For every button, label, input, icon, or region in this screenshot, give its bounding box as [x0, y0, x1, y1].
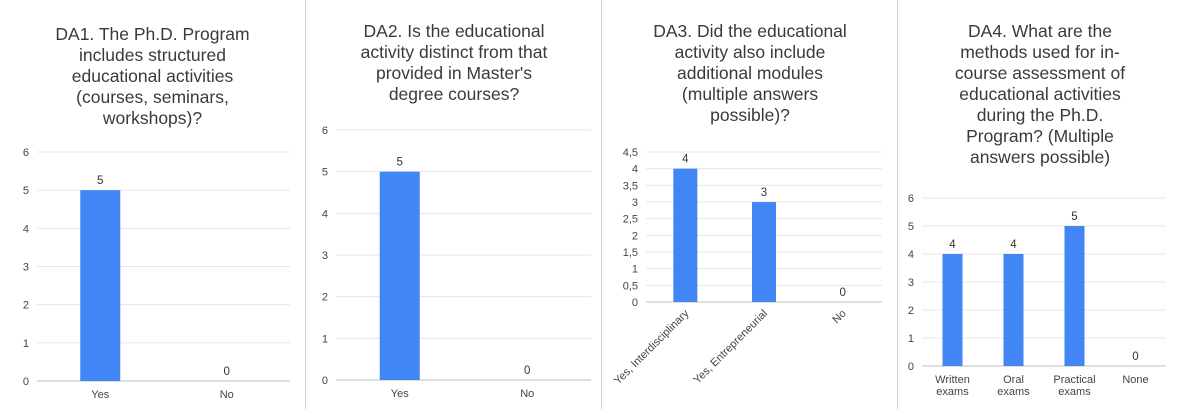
chart-title-line: course assessment of	[954, 63, 1126, 83]
chart-title-line: Program? (Multiple	[966, 126, 1114, 146]
chart-panel-da4: DA4. What are the methods used for in- c…	[897, 0, 1181, 409]
chart-title-line: additional modules	[677, 63, 823, 83]
chart-title-line: provided in Master's	[375, 63, 533, 83]
y-tick-label: 4	[908, 249, 914, 261]
data-label: 0	[224, 366, 230, 378]
y-tick-label: 1,5	[623, 247, 638, 259]
data-label: 4	[1010, 239, 1017, 251]
chart-title-line: includes structured	[79, 45, 226, 65]
y-tick-label: 2	[23, 300, 29, 312]
x-tick-label: Written	[935, 374, 970, 386]
data-label: 0	[1132, 351, 1138, 363]
chart-panel-da2: DA2. Is the educational activity distinc…	[305, 0, 602, 409]
bar	[379, 171, 420, 380]
y-tick-label: 1	[23, 338, 29, 350]
chart-title-line: educational activities	[71, 66, 234, 86]
chart-title: DA1. The Ph.D. Program includes structur…	[0, 24, 305, 129]
y-tick-label: 5	[23, 185, 29, 197]
chart-title-line: DA2. Is the educational	[363, 21, 545, 41]
y-tick-label: 0,5	[623, 280, 638, 292]
y-tick-label: 1	[322, 333, 328, 345]
bar-chart-da4: 01234564Writtenexams4Oralexams5Practical…	[908, 193, 1166, 398]
chart-title-line: workshops)?	[102, 108, 203, 128]
data-label: 3	[761, 187, 767, 199]
chart-title-line: during the Ph.D.	[976, 105, 1104, 125]
x-tick-label: No	[220, 389, 234, 401]
y-tick-label: 5	[322, 167, 328, 179]
chart-title: DA2. Is the educational activity distinc…	[306, 21, 602, 105]
chart-panel-da1: DA1. The Ph.D. Program includes structur…	[0, 0, 305, 409]
chart-title-line: DA3. Did the educational	[653, 21, 847, 41]
data-label: 5	[1071, 211, 1077, 223]
y-tick-label: 1	[908, 333, 914, 345]
chart-title-line: methods used for in-	[960, 42, 1120, 62]
x-tick-label: exams	[1058, 386, 1091, 398]
y-tick-label: 6	[322, 125, 328, 137]
y-tick-label: 0	[908, 361, 914, 373]
y-tick-label: 3	[908, 277, 914, 289]
x-tick-label: exams	[997, 386, 1030, 398]
y-tick-label: 2,5	[623, 214, 638, 226]
data-label: 4	[949, 239, 956, 251]
bar-chart-da1: 0 1 2 3 4 5 6 5 Yes 0 No	[23, 147, 290, 401]
chart-title-line: activity distinct from that	[360, 42, 548, 62]
y-tick-label: 2	[908, 305, 914, 317]
bar-chart-da3: 0 0,5 1 1,5 2 2,5 3 3,5 4 4,5 4 Yes, Interdisciplin…	[612, 147, 882, 387]
x-tick-label: None	[1122, 374, 1148, 386]
y-tick-label: 4	[632, 164, 638, 176]
x-tick-label: Yes	[91, 389, 109, 401]
chart-title-line: (multiple answers	[681, 84, 819, 104]
chart-title: DA3. Did the educational activity also i…	[602, 21, 898, 126]
x-tick-label: exams	[936, 386, 969, 398]
bar	[1064, 226, 1085, 366]
data-label: 0	[839, 287, 845, 299]
x-tick-label: Practical	[1053, 374, 1095, 386]
chart-title-line: educational activities	[959, 84, 1121, 104]
chart-title: DA4. What are the methods used for in- c…	[898, 21, 1181, 168]
x-tick-label: Yes	[391, 388, 409, 400]
y-tick-label: 3	[23, 262, 29, 274]
bar	[942, 254, 963, 366]
y-tick-label: 3	[632, 197, 638, 209]
y-tick-label: 0	[632, 297, 638, 309]
y-tick-label: 1	[632, 264, 638, 276]
chart-panel-da3: DA3. Did the educational activity also i…	[601, 0, 898, 409]
x-tick-label: No	[520, 388, 534, 400]
x-tick-label: No	[830, 308, 848, 326]
chart-title-line: (courses, seminars,	[76, 87, 229, 107]
chart-title-line: answers possible)	[969, 147, 1111, 167]
chart-title-line: activity also include	[674, 42, 826, 62]
x-tick-label: Yes, Interdisciplinary	[612, 307, 692, 387]
chart-title-line: DA4. What are the	[968, 21, 1112, 41]
y-tick-label: 0	[322, 375, 328, 387]
y-tick-label: 2	[322, 292, 328, 304]
bar	[1003, 254, 1024, 366]
y-tick-label: 5	[908, 221, 914, 233]
y-tick-label: 2	[632, 230, 638, 242]
y-tick-label: 4	[23, 223, 29, 235]
chart-title-line: possible)?	[710, 105, 790, 125]
x-tick-label: Oral	[1003, 374, 1024, 386]
y-tick-label: 0	[23, 376, 29, 388]
data-label: 4	[682, 154, 689, 166]
bar	[673, 168, 698, 302]
y-tick-label: 4,5	[623, 147, 638, 159]
bar-chart-da2: 0 1 2 3 4 5 6 5 Yes 0 No	[322, 125, 591, 400]
bar	[80, 190, 121, 381]
y-tick-label: 3,5	[623, 180, 638, 192]
chart-title-line: DA1. The Ph.D. Program	[55, 24, 250, 44]
y-tick-label: 6	[908, 193, 914, 205]
y-tick-label: 6	[23, 147, 29, 159]
y-tick-label: 3	[322, 250, 328, 262]
y-tick-label: 4	[322, 208, 328, 220]
chart-title-line: degree courses?	[388, 84, 520, 104]
bar	[752, 202, 776, 302]
data-label: 5	[397, 157, 403, 169]
x-tick-label: Yes, Entrepreneurial	[691, 308, 770, 387]
data-label: 5	[97, 175, 103, 187]
data-label: 0	[524, 365, 530, 377]
